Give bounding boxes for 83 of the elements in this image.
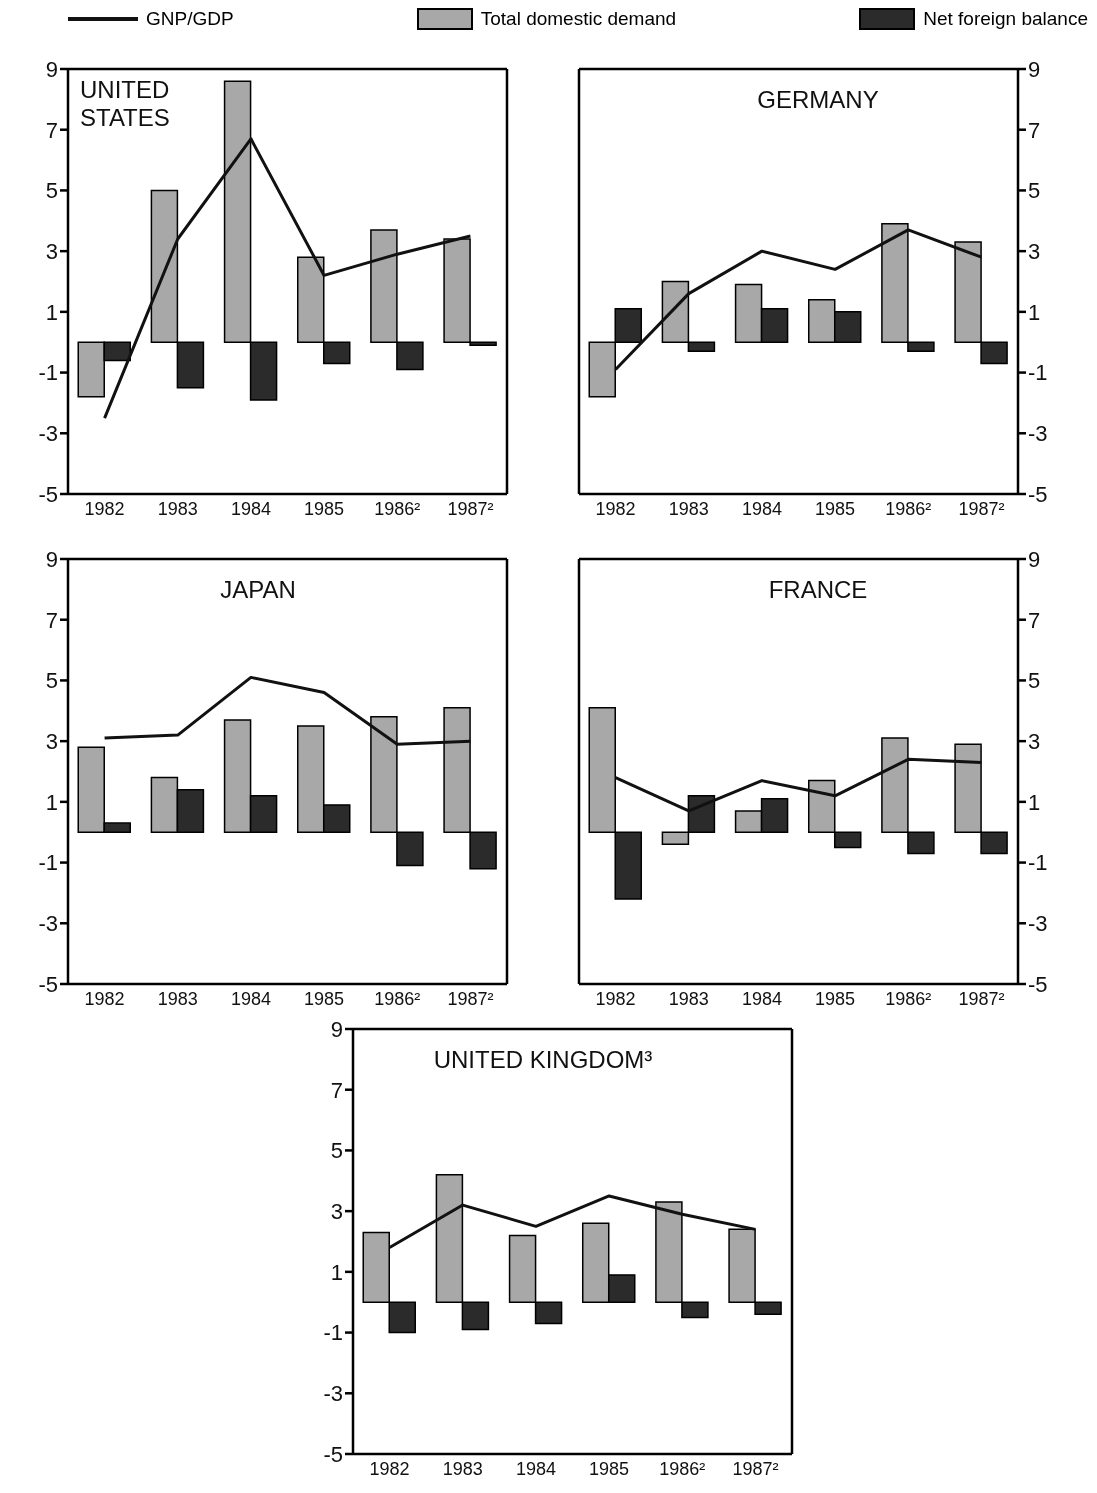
x-tick-label: 1983 — [668, 498, 709, 519]
y-tick-label: 7 — [45, 607, 58, 633]
y-tick-label: -1 — [38, 850, 58, 876]
x-tick-label: 1982 — [369, 1458, 410, 1479]
x-tick-label: 1987² — [732, 1458, 779, 1479]
y-tick-label: -3 — [323, 1381, 343, 1407]
x-tick-label: 1983 — [442, 1458, 483, 1479]
x-tick-label: 1984 — [741, 988, 782, 1009]
y2-tick-label: 1 — [1028, 299, 1041, 325]
text: FRANCE — [767, 576, 869, 604]
x-tick-label: 1983 — [668, 988, 709, 1009]
x-tick-label: 1982 — [84, 498, 125, 519]
x-tick-label: 1986² — [374, 988, 421, 1009]
y2-tick-label: 3 — [1028, 238, 1041, 264]
y-tick-label: 5 — [45, 668, 58, 694]
y-tick-label: 1 — [45, 299, 58, 325]
x-tick-label: 1986² — [659, 1458, 706, 1479]
x-tick-label: 1982 — [595, 988, 636, 1009]
y2-tick-label: 5 — [1028, 178, 1041, 204]
x-tick-label: 1984 — [515, 1458, 556, 1479]
text: GERMANY — [756, 86, 880, 114]
x-tick-label: 1987² — [958, 988, 1005, 1009]
legend-label: Total domestic demand — [480, 8, 677, 30]
x-tick-label: 1984 — [230, 498, 271, 519]
y2-tick-label: -1 — [1028, 360, 1048, 386]
y2-tick-label: -3 — [1028, 421, 1048, 447]
x-tick-label: 1985 — [815, 498, 856, 519]
line-series — [103, 675, 472, 746]
y-tick-label: 9 — [330, 1016, 343, 1042]
x-tick-label: 1985 — [589, 1458, 630, 1479]
x-tick-label: 1986² — [374, 498, 421, 519]
y2-tick-label: 9 — [1028, 546, 1041, 572]
y-tick-label: 3 — [45, 728, 58, 754]
y-tick-label: 3 — [45, 238, 58, 264]
y2-tick-label: 7 — [1028, 607, 1041, 633]
y-tick-label: 9 — [45, 56, 58, 82]
y2-tick-label: 1 — [1028, 789, 1041, 815]
y-tick-label: 7 — [330, 1077, 343, 1103]
y-tick-label: 1 — [45, 789, 58, 815]
legend-label: Net foreign balance — [923, 8, 1088, 30]
x-tick-label: 1985 — [304, 498, 345, 519]
text: UNITED KINGDOM³ — [432, 1046, 654, 1074]
x-tick-label: 1984 — [741, 498, 782, 519]
y-tick-label: 5 — [45, 178, 58, 204]
line-series — [103, 137, 472, 420]
x-tick-label: 1983 — [157, 988, 198, 1009]
x-tick-label: 1985 — [304, 988, 345, 1009]
line-series — [388, 1194, 757, 1250]
y-tick-label: 9 — [45, 546, 58, 572]
y-tick-label: 3 — [330, 1198, 343, 1224]
legend-label: GNP/GDP — [146, 8, 234, 30]
text: UNITED STATES — [80, 76, 171, 132]
x-tick-label: 1982 — [84, 988, 125, 1009]
y2-tick-label: -1 — [1028, 850, 1048, 876]
y-tick-label: -5 — [38, 971, 58, 997]
y-tick-label: -5 — [323, 1441, 343, 1467]
y-tick-label: 5 — [330, 1138, 343, 1164]
x-tick-label: 1985 — [815, 988, 856, 1009]
y2-tick-label: 5 — [1028, 668, 1041, 694]
x-tick-label: 1982 — [595, 498, 636, 519]
y2-tick-label: -5 — [1028, 971, 1048, 997]
x-tick-label: 1984 — [230, 988, 271, 1009]
y-tick-label: 7 — [45, 117, 58, 143]
y2-tick-label: 7 — [1028, 117, 1041, 143]
y-tick-label: -1 — [323, 1320, 343, 1346]
x-tick-label: 1987² — [447, 498, 494, 519]
y-tick-label: -1 — [38, 360, 58, 386]
x-tick-label: 1987² — [447, 988, 494, 1009]
y2-tick-label: 3 — [1028, 728, 1041, 754]
y2-tick-label: 9 — [1028, 56, 1041, 82]
y-tick-label: -3 — [38, 911, 58, 937]
y2-tick-label: -3 — [1028, 911, 1048, 937]
x-tick-label: 1986² — [885, 988, 932, 1009]
line-series — [614, 757, 983, 813]
y-tick-label: -3 — [38, 421, 58, 447]
x-tick-label: 1986² — [885, 498, 932, 519]
text: JAPAN — [219, 576, 297, 604]
x-tick-label: 1987² — [958, 498, 1005, 519]
y-tick-label: -5 — [38, 481, 58, 507]
x-tick-label: 1983 — [157, 498, 198, 519]
y2-tick-label: -5 — [1028, 481, 1048, 507]
y-tick-label: 1 — [330, 1259, 343, 1285]
line-series — [614, 228, 983, 372]
